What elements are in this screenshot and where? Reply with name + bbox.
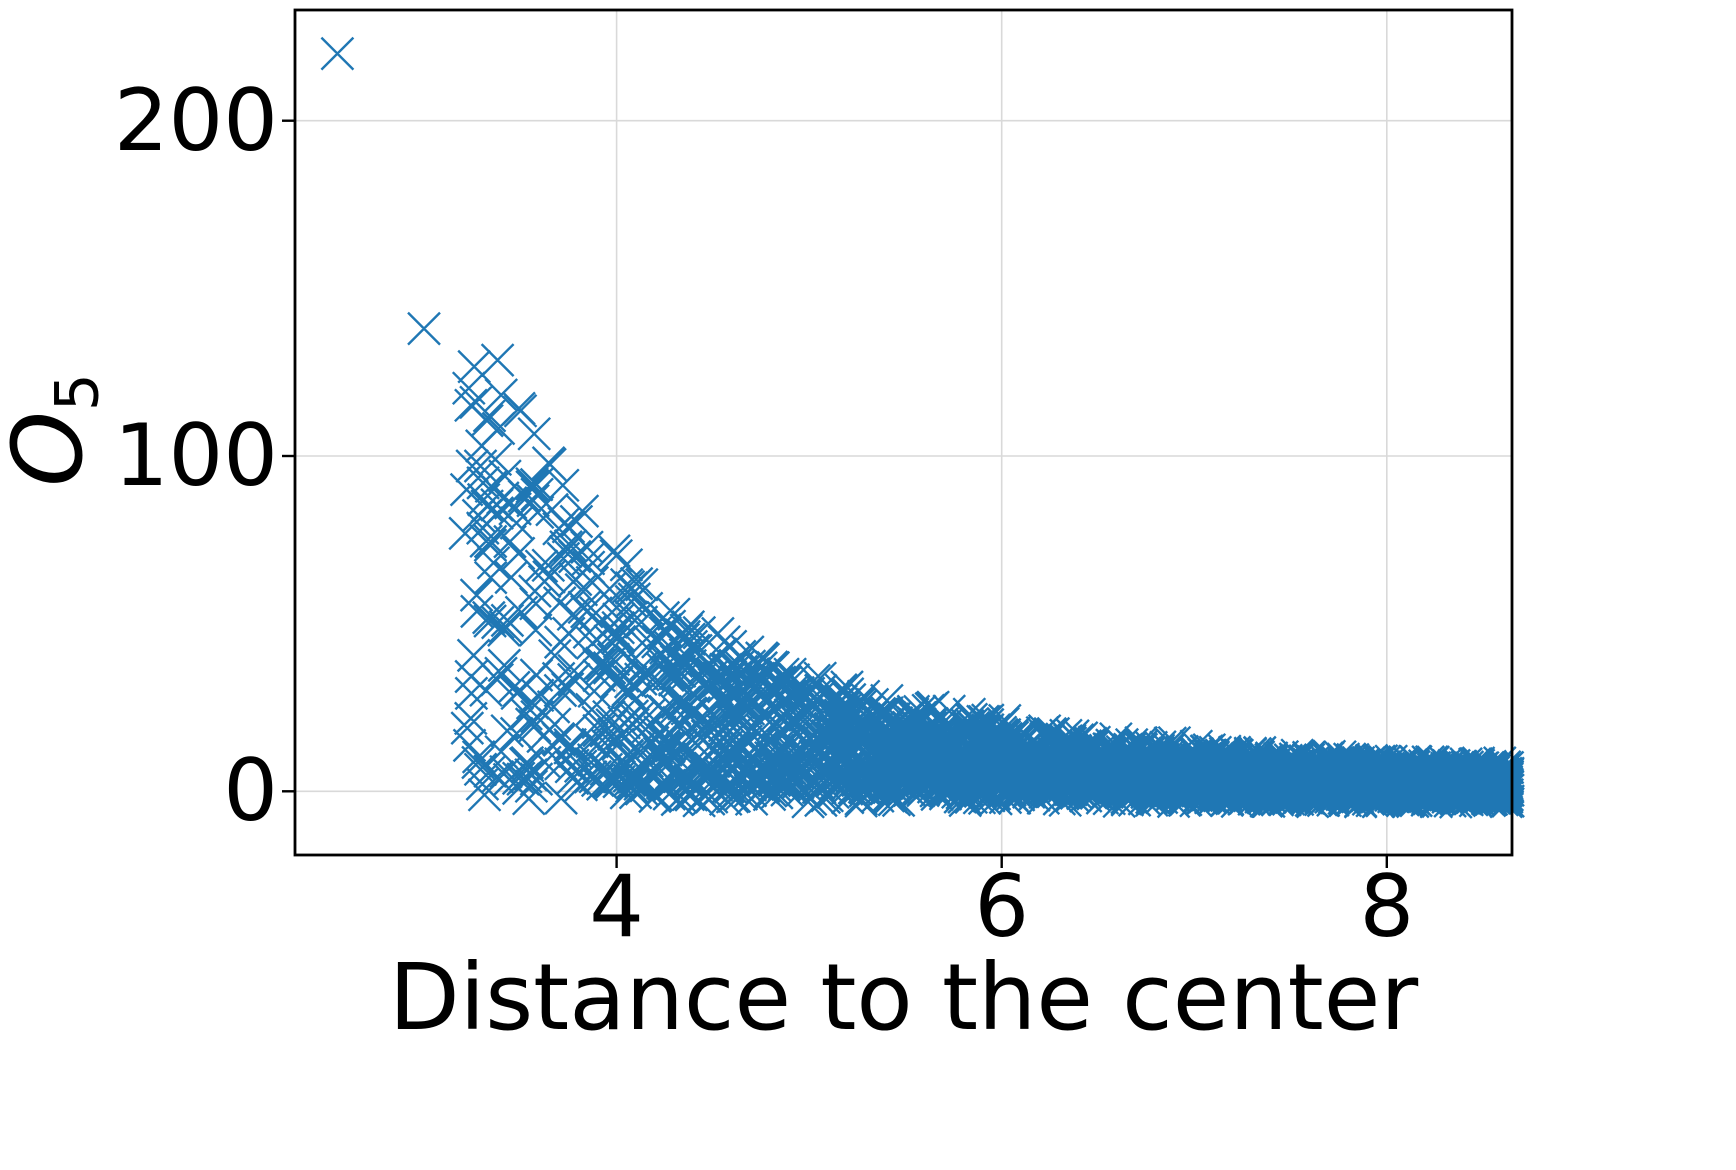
x-tick-label: 6 [974,857,1030,957]
y-axis-label-main: O [0,411,104,487]
scatter-markers [320,36,1525,819]
y-tick-label: 100 [113,405,278,506]
y-axis-label: O5 [0,373,113,487]
y-tick-label: 0 [223,741,278,842]
x-tick-label: 4 [589,857,644,957]
y-tick-label: 200 [113,70,278,171]
x-axis-label: Distance to the center [388,944,1419,1051]
y-axis-label-sub: 5 [43,373,113,412]
x-tick-label: 8 [1359,857,1415,957]
axes-frame [293,8,1514,857]
